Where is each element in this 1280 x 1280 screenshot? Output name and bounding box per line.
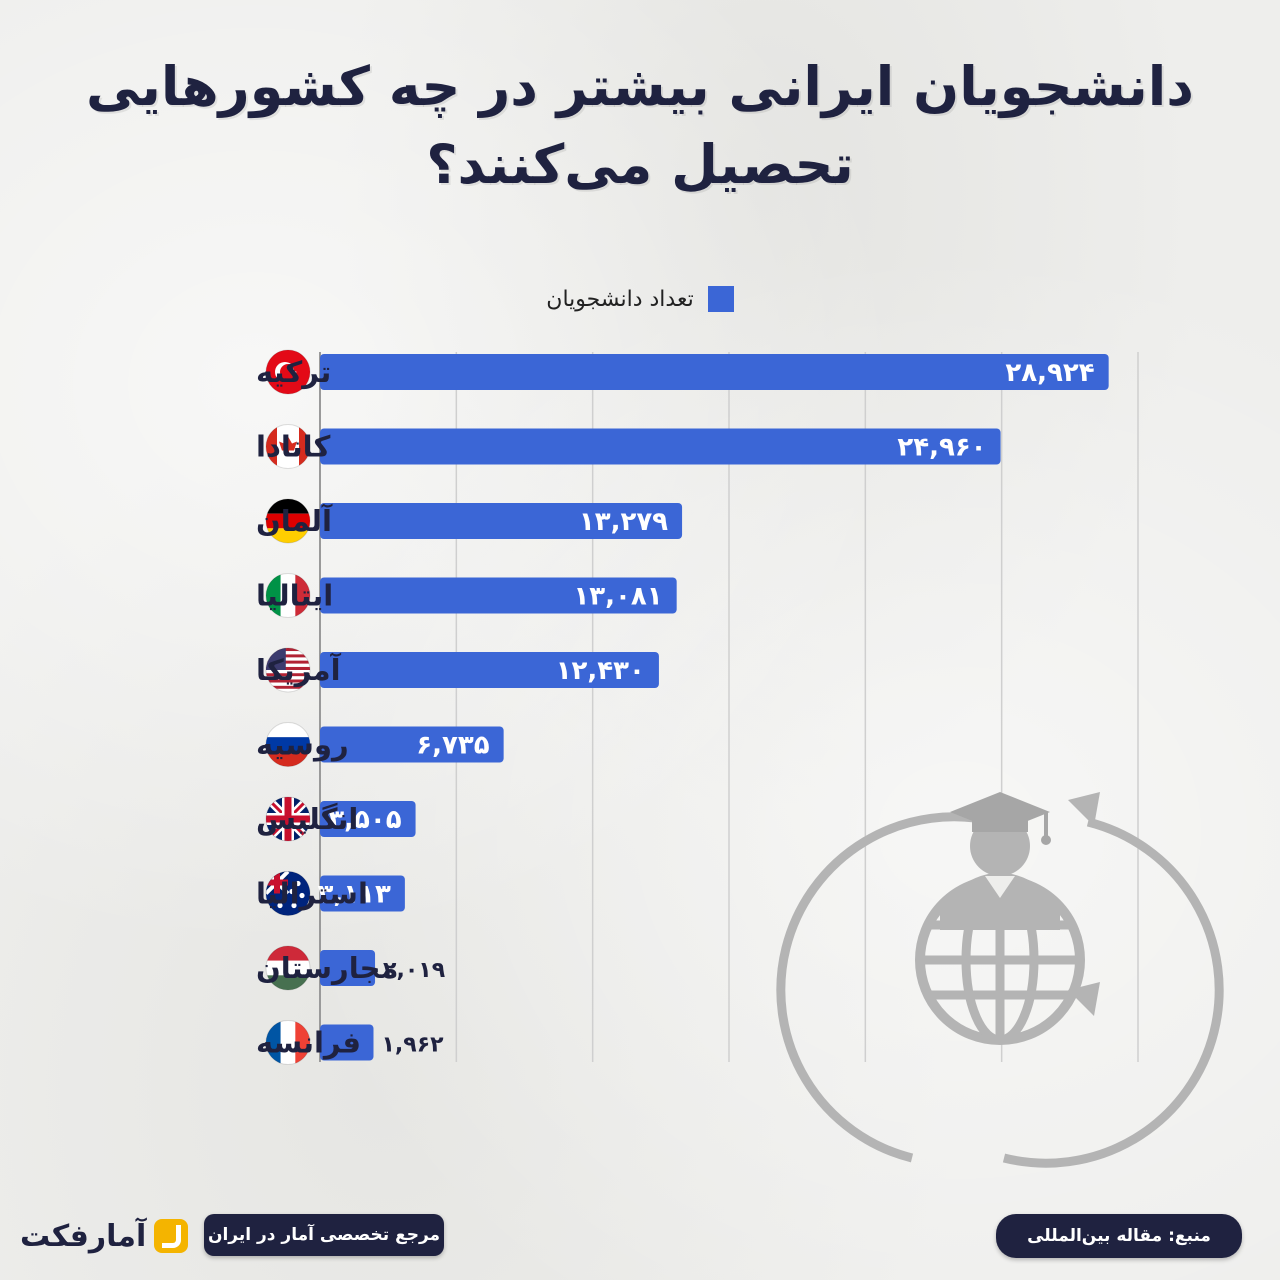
category-label: روسیه <box>256 728 349 762</box>
data-label: ۲,۰۱۹ <box>383 958 445 983</box>
page-title: دانشجویان ایرانی بیشتر در چه کشورهایی تح… <box>60 48 1220 204</box>
data-label: ۳,۱۱۳ <box>318 880 391 910</box>
data-label: ۱,۹۶۲ <box>381 1033 444 1058</box>
france-flag-icon <box>265 1020 311 1065</box>
bar-row: ۲۴,۹۶۰ کانادا <box>256 424 1001 469</box>
bar-usa <box>320 652 659 688</box>
bar-canada <box>320 428 1001 465</box>
turkey-flag-icon <box>265 349 311 395</box>
bar-uk <box>320 801 416 837</box>
source-badge: منبع: مقاله بین‌المللی <box>996 1214 1242 1258</box>
canada-flag-icon <box>265 424 311 469</box>
data-label: ۱۲,۴۳۰ <box>556 656 645 686</box>
chart-grid <box>319 352 1139 1062</box>
chart-legend: تعداد دانشجویان <box>0 286 1280 312</box>
legend-swatch <box>707 286 734 312</box>
brand-mark-icon <box>154 1219 189 1253</box>
chart-bars: ۲۸,۹۲۴ ترکیه ۲۴,۹۶۰ کانادا ۱۳,۲۷۹ آلمان ۱۳,۰۸۱… <box>256 349 1109 1065</box>
legend-label: تعداد دانشجویان <box>546 286 694 312</box>
bar-turkey <box>320 354 1109 390</box>
tagline-badge: مرجع تخصصی آمار در ایران <box>204 1214 444 1256</box>
bar-row: ۶,۷۳۵ روسیه <box>256 722 504 767</box>
bar-germany <box>320 503 683 539</box>
bar-row: ۱۲,۴۳۰ آمریکا <box>256 647 659 693</box>
data-label: ۱۳,۰۸۱ <box>573 582 662 612</box>
category-label: استرالیا <box>256 877 368 911</box>
title-line-2: تحصیل می‌کنند؟ <box>426 133 854 196</box>
data-label: ۲۴,۹۶۰ <box>897 433 986 463</box>
category-label: ایتالیا <box>256 579 333 613</box>
bar-france <box>320 1024 374 1061</box>
category-label: کانادا <box>256 430 330 464</box>
brand-name: آمارفکت <box>20 1218 147 1254</box>
bar-row: ۲۸,۹۲۴ ترکیه <box>256 349 1109 395</box>
bar-row: ۱۳,۲۷۹ آلمان <box>256 498 683 544</box>
category-label: آمریکا <box>256 652 342 687</box>
data-label: ۱۳,۲۷۹ <box>579 507 668 537</box>
category-label: آلمان <box>256 503 333 538</box>
bar-italy <box>320 577 677 614</box>
data-label: ۳,۵۰۵ <box>328 805 401 835</box>
category-label: ترکیه <box>256 355 331 389</box>
hungary-flag-icon <box>265 945 311 991</box>
usa-flag-icon <box>265 647 311 693</box>
brand-logo: آمارفکت <box>20 1208 189 1264</box>
bar-row: ۱۳,۰۸۱ ایتالیا <box>256 573 677 618</box>
russia-flag-icon <box>265 722 311 767</box>
category-label: انگلیس <box>256 802 358 836</box>
graduate-globe-icon <box>776 792 1224 1168</box>
category-label: مجارستان <box>256 951 398 985</box>
bar-hungary <box>320 950 376 986</box>
italy-flag-icon <box>265 573 311 618</box>
bar-russia <box>320 726 504 763</box>
title-line-1: دانشجویان ایرانی بیشتر در چه کشورهایی <box>86 55 1194 118</box>
bar-australia <box>320 875 405 912</box>
uk-flag-icon <box>265 796 311 842</box>
data-label: ۲۸,۹۲۴ <box>1005 358 1094 388</box>
bar-row: ۱,۹۶۲ فرانسه <box>256 1020 444 1065</box>
category-label: فرانسه <box>256 1026 361 1060</box>
germany-flag-icon <box>265 498 311 544</box>
data-label: ۶,۷۳۵ <box>416 731 489 761</box>
